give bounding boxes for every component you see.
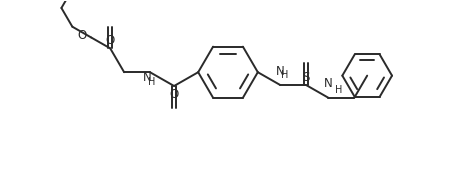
Text: O: O	[77, 29, 86, 42]
Text: H: H	[147, 77, 155, 87]
Text: S: S	[302, 71, 309, 84]
Text: H: H	[334, 85, 342, 95]
Text: H: H	[281, 70, 288, 80]
Text: O: O	[169, 88, 178, 101]
Text: N: N	[276, 65, 284, 78]
Text: O: O	[106, 34, 115, 47]
Text: N: N	[143, 71, 152, 84]
Text: N: N	[324, 77, 332, 90]
